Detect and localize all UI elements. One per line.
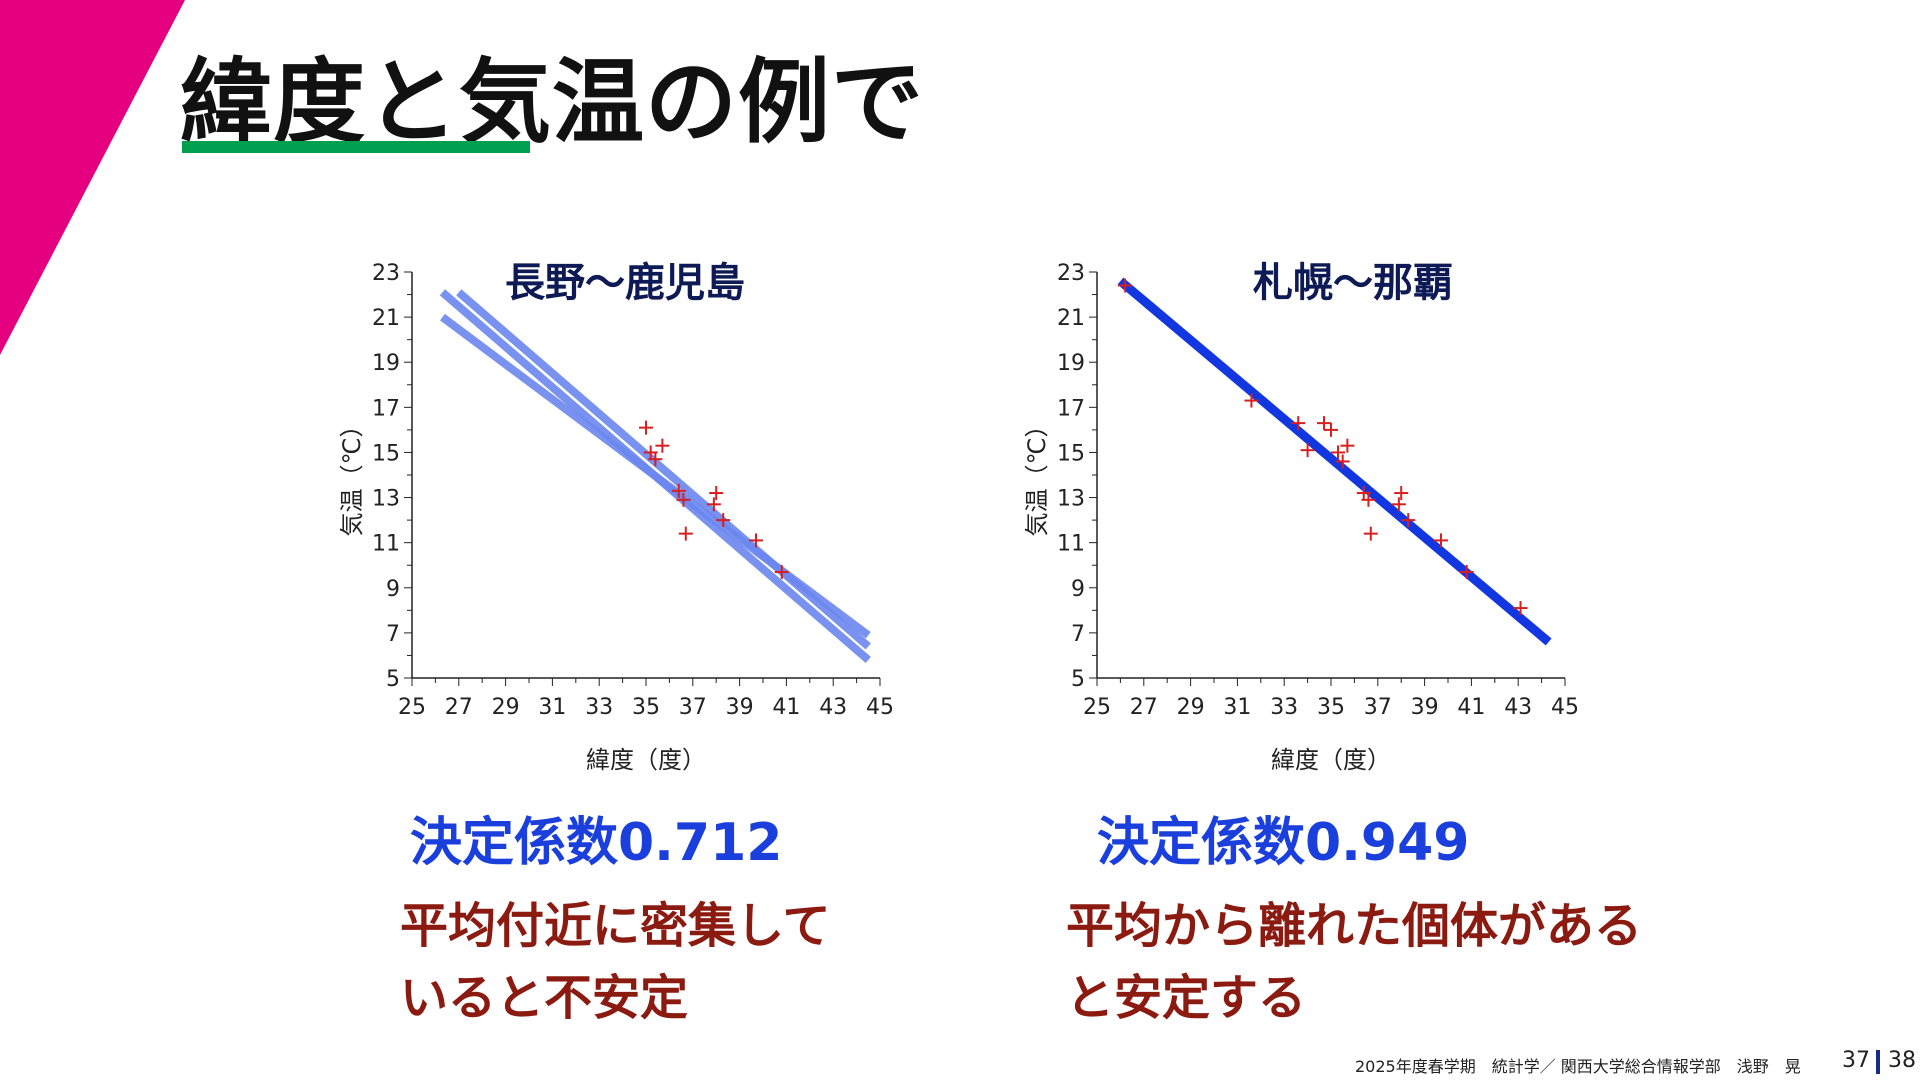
data-point [1118, 278, 1133, 293]
chart-left: 25 27 29 31 33 35 37 39 41 43 45 5 7 9 11 13 15 17 19 21 23 緯… [320, 250, 900, 790]
x-tick-label: 29 [492, 695, 520, 720]
x-tick-label: 45 [1551, 695, 1579, 720]
page-total: 38 [1888, 1048, 1916, 1073]
regression-line [1117, 277, 1552, 646]
data-point [1361, 492, 1376, 507]
x-tick-label: 39 [726, 695, 754, 720]
note-left-line-2: いると不安定 [400, 970, 689, 1026]
y-tick-label: 7 [1071, 622, 1085, 647]
chart-0-svg: 25 27 29 31 33 35 37 39 41 43 45 5 7 9 11 13 15 17 19 21 23 緯… [338, 260, 894, 774]
data-point [716, 513, 731, 528]
x-tick-label: 33 [585, 695, 613, 720]
chart-1-svg: 25 27 29 31 33 35 37 39 41 43 45 5 7 9 11 13 15 17 19 21 23 緯… [1023, 260, 1579, 774]
data-point [1433, 533, 1448, 548]
x-tick-label: 31 [1223, 695, 1251, 720]
data-point [655, 438, 670, 453]
chart-title: 長野～鹿児島 [505, 260, 745, 306]
page-separator [1876, 1050, 1880, 1074]
data-point [1459, 564, 1474, 579]
stat-right: 決定係数0.949 [1097, 813, 1470, 873]
data-point [1335, 454, 1350, 469]
footer-text: 2025年度春学期 統計学／ 関西大学総合情報学部 浅野 晃 [1355, 1057, 1801, 1076]
regression-line [456, 289, 871, 650]
slide-title: 緯度と気温の例で [180, 49, 925, 156]
data-point [709, 486, 724, 501]
data-point [671, 483, 686, 498]
y-tick-label: 17 [372, 396, 400, 421]
x-tick-label: 37 [1364, 695, 1392, 720]
data-point [774, 564, 789, 579]
x-tick-label: 35 [632, 695, 660, 720]
x-tick-label: 35 [1317, 695, 1345, 720]
data-point [1391, 497, 1406, 512]
data-point [748, 533, 763, 548]
data-point [1401, 513, 1416, 528]
y-tick-label: 21 [372, 306, 400, 331]
data-point [1331, 445, 1346, 460]
x-tick-label: 31 [538, 695, 566, 720]
data-point [678, 526, 693, 541]
y-tick-label: 5 [386, 667, 400, 692]
y-tick-label: 13 [1057, 487, 1085, 512]
y-axis-label: 気温（℃） [338, 414, 366, 537]
note-left: 平均付近に密集して いると不安定 [400, 890, 831, 1034]
x-tick-label: 29 [1177, 695, 1205, 720]
y-tick-label: 11 [1057, 532, 1085, 557]
x-tick-label: 25 [398, 695, 426, 720]
y-tick-label: 17 [1057, 396, 1085, 421]
x-tick-label: 43 [819, 695, 847, 720]
data-point [639, 420, 653, 435]
y-tick-label: 19 [372, 351, 400, 376]
x-tick-label: 45 [866, 695, 894, 720]
y-axis-label: 気温（℃） [1023, 414, 1051, 537]
data-point [1394, 486, 1409, 501]
x-axis-label: 緯度（度） [586, 746, 706, 774]
x-tick-label: 43 [1504, 695, 1532, 720]
y-tick-label: 9 [386, 577, 400, 602]
page-current: 37 [1842, 1048, 1870, 1073]
data-point [1316, 416, 1331, 431]
y-tick-label: 21 [1057, 306, 1085, 331]
note-right-line-2: と安定する [1066, 970, 1307, 1026]
x-tick-label: 37 [679, 695, 707, 720]
x-tick-label: 27 [445, 695, 473, 720]
data-point [1244, 393, 1259, 408]
data-point [1340, 438, 1355, 453]
y-tick-label: 9 [1071, 577, 1085, 602]
y-tick-label: 23 [372, 261, 400, 286]
y-tick-label: 5 [1071, 667, 1085, 692]
x-tick-label: 39 [1411, 695, 1439, 720]
x-axis-label: 緯度（度） [1271, 746, 1391, 774]
x-tick-label: 33 [1270, 695, 1298, 720]
data-point [1363, 526, 1378, 541]
y-tick-label: 15 [1057, 441, 1085, 466]
note-right-line-1: 平均から離れた個体がある [1066, 898, 1643, 954]
x-tick-label: 27 [1130, 695, 1158, 720]
y-tick-label: 13 [372, 487, 400, 512]
note-left-line-1: 平均付近に密集して [400, 898, 831, 954]
accent-triangle [0, 0, 185, 355]
x-tick-label: 41 [1457, 695, 1485, 720]
x-tick-label: 25 [1083, 695, 1111, 720]
y-tick-label: 11 [372, 532, 400, 557]
stat-left: 決定係数0.712 [410, 813, 783, 873]
y-tick-label: 15 [372, 441, 400, 466]
data-point [1324, 422, 1338, 437]
chart-title: 札幌～那覇 [1253, 260, 1453, 306]
y-tick-label: 19 [1057, 351, 1085, 376]
chart-right: 25 27 29 31 33 35 37 39 41 43 45 5 7 9 11 13 15 17 19 21 23 緯… [1005, 250, 1585, 790]
y-tick-label: 23 [1057, 261, 1085, 286]
data-point [1513, 601, 1528, 616]
data-point [648, 452, 663, 467]
title-underline [182, 141, 530, 153]
note-right: 平均から離れた個体がある と安定する [1066, 890, 1642, 1034]
data-point [1291, 416, 1306, 431]
data-point [1300, 443, 1315, 458]
y-tick-label: 7 [386, 622, 400, 647]
data-point [706, 497, 721, 512]
x-tick-label: 41 [772, 695, 800, 720]
data-point [676, 492, 691, 507]
